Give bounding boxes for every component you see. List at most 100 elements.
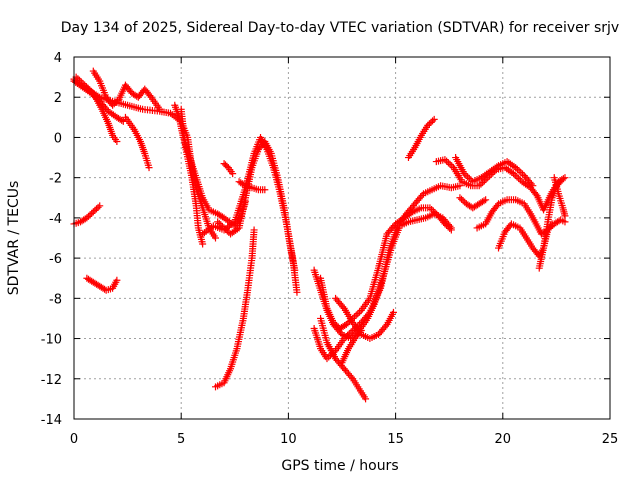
data-point (357, 327, 365, 335)
y-tick-label: 0 (54, 131, 62, 146)
data-point (527, 180, 535, 188)
data-point (364, 310, 372, 318)
data-point (443, 157, 451, 165)
data-point (480, 197, 488, 205)
data-point (340, 335, 348, 343)
data-point (475, 182, 483, 190)
series-track-13 (70, 202, 104, 228)
data-point (511, 171, 519, 179)
data-point (431, 209, 439, 217)
data-point (389, 308, 397, 316)
series-track-21 (404, 115, 438, 162)
data-point (513, 173, 521, 181)
data-point (331, 320, 339, 328)
data-point (515, 174, 523, 182)
data-point (109, 101, 117, 109)
data-point (426, 204, 434, 212)
data-point (517, 168, 525, 176)
data-point (146, 92, 154, 100)
data-point (223, 227, 231, 235)
data-point (261, 186, 269, 194)
x-axis: 0 5 10 15 20 25 (70, 57, 618, 447)
x-tick-label: 5 (177, 432, 185, 447)
y-tick-label: -6 (49, 252, 62, 267)
data-point (333, 321, 341, 329)
data-point (465, 174, 473, 182)
data-point (456, 194, 464, 202)
data-point (444, 159, 452, 167)
data-point (456, 182, 464, 190)
data-point (462, 171, 470, 179)
series-track-19 (317, 314, 370, 403)
series-track-11 (212, 226, 258, 391)
data-point (89, 208, 97, 216)
y-tick-label: -2 (49, 172, 62, 187)
data-point (345, 330, 353, 338)
data-point (347, 328, 355, 336)
data-point (532, 190, 540, 198)
data-point (215, 219, 223, 227)
y-tick-label: 2 (54, 91, 62, 106)
data-point (156, 105, 164, 113)
data-point (429, 207, 437, 215)
series-track-12 (220, 160, 237, 178)
data-point (356, 328, 364, 336)
data-point (344, 331, 352, 339)
data-point (113, 97, 121, 105)
data-point (354, 310, 362, 318)
data-point (443, 221, 451, 229)
data-point (342, 333, 350, 341)
data-point (112, 98, 120, 106)
series-track-16 (317, 204, 455, 332)
data-point (418, 191, 426, 199)
data-point (460, 170, 468, 178)
data-point (512, 164, 520, 172)
data-point (444, 223, 452, 231)
data-point (212, 234, 220, 242)
x-tick-label: 15 (387, 432, 404, 447)
data-point (222, 225, 230, 233)
data-point (441, 220, 449, 228)
data-point (323, 355, 331, 363)
y-axis-label: SDTVAR / TECUs (6, 181, 22, 296)
data-point (510, 170, 518, 178)
data-point (113, 276, 121, 284)
data-point (84, 212, 92, 220)
data-points (70, 67, 569, 403)
data-point (337, 329, 345, 337)
x-axis-label: GPS time / hours (281, 458, 398, 474)
series-track-9 (214, 137, 299, 274)
data-point (447, 226, 455, 234)
data-point (446, 224, 454, 232)
y-tick-label: -12 (41, 373, 62, 388)
data-point (240, 181, 248, 189)
data-point (250, 226, 258, 234)
data-point (493, 163, 501, 171)
data-point (479, 178, 487, 186)
data-point (110, 100, 118, 108)
series-track-20 (338, 327, 365, 367)
data-point (217, 221, 225, 229)
data-point (329, 318, 337, 326)
data-point (83, 214, 91, 222)
data-point (459, 197, 467, 205)
series-track-14 (83, 274, 121, 294)
data-point (424, 121, 432, 129)
data-point (86, 211, 94, 219)
data-point (88, 209, 96, 217)
series-track-28 (550, 174, 569, 220)
data-point (293, 288, 301, 296)
data-point (347, 373, 355, 381)
data-point (425, 120, 433, 128)
data-point (339, 303, 347, 311)
data-point (356, 308, 364, 316)
data-point (428, 205, 436, 213)
data-point (513, 165, 521, 173)
data-point (458, 195, 466, 203)
data-point (94, 203, 102, 211)
data-point (91, 206, 99, 214)
x-tick-label: 25 (602, 432, 619, 447)
y-axis: -14 -12 -10 -8 -6 -4 -2 0 2 4 (41, 51, 610, 428)
series-track-4 (89, 67, 164, 113)
y-tick-label: 4 (54, 51, 62, 66)
